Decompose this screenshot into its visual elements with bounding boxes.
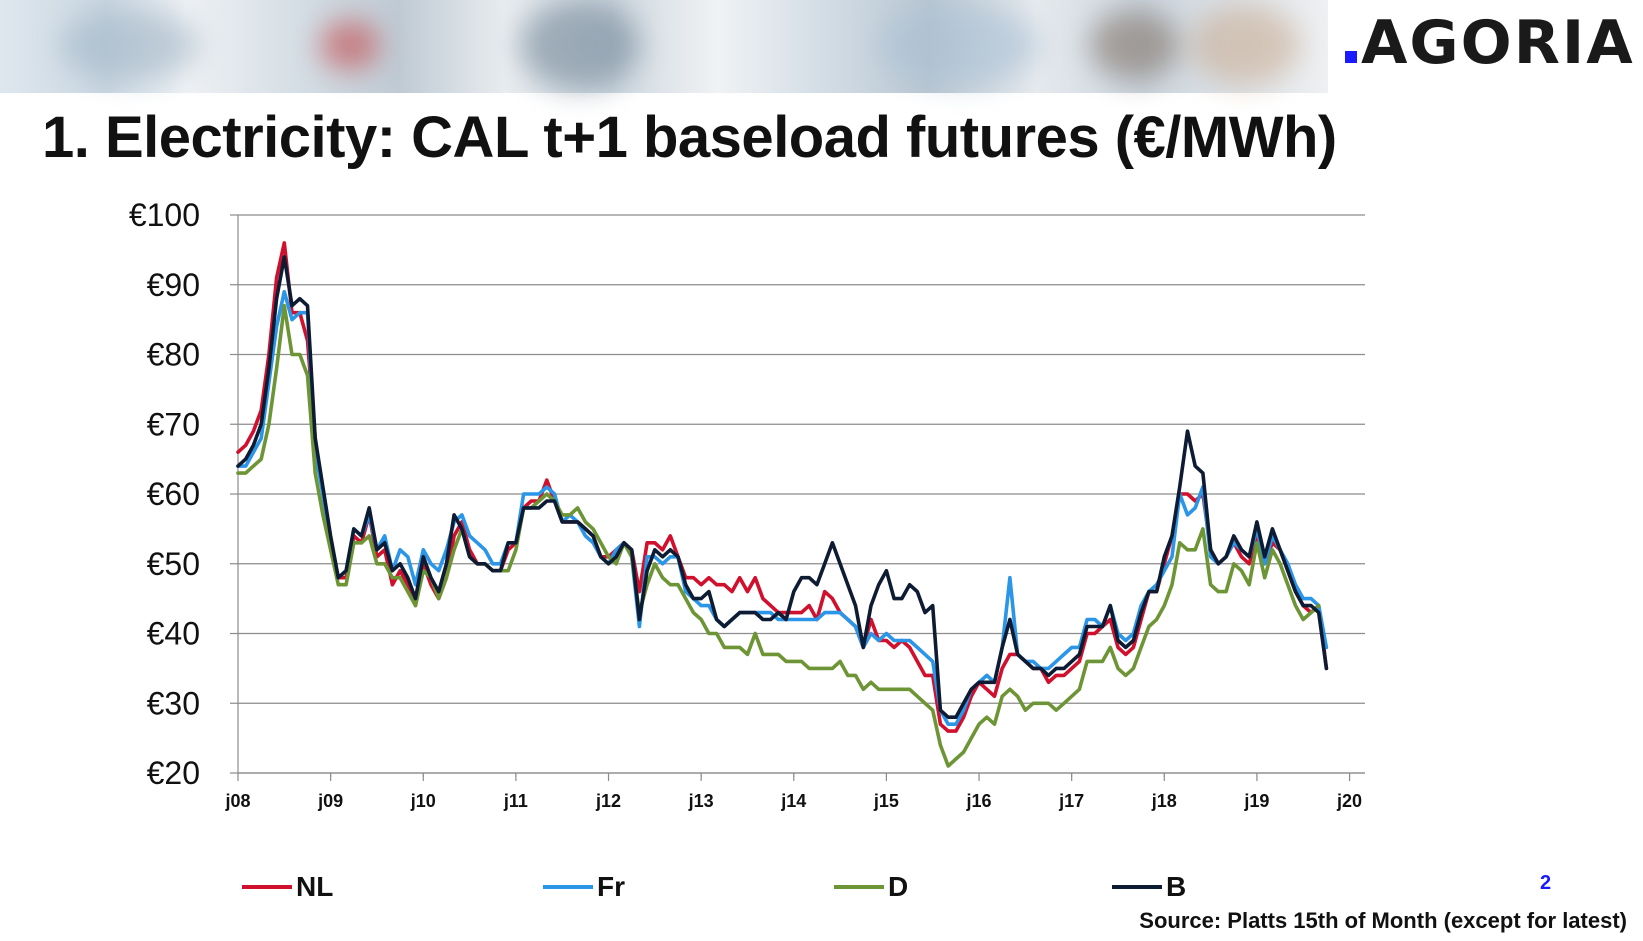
legend-swatch — [1112, 885, 1162, 889]
y-tick-label: €70 — [147, 406, 200, 442]
x-tick-label: j20 — [1336, 791, 1362, 811]
series-line-d — [236, 303, 1321, 768]
x-tick-label: j15 — [873, 791, 899, 811]
x-tick-label: j11 — [503, 791, 528, 811]
legend-swatch — [543, 885, 593, 889]
logo-dot-icon — [1345, 51, 1357, 63]
banner-blur-shape — [60, 10, 200, 80]
banner-blur-shape — [320, 20, 380, 70]
legend-label: Fr — [597, 871, 625, 902]
x-tick-label: j16 — [966, 791, 992, 811]
banner-blur-shape — [520, 0, 640, 90]
agoria-logo: AGORIA — [1345, 8, 1635, 78]
x-tick-label: j12 — [595, 791, 621, 811]
legend-swatch — [242, 885, 292, 889]
y-tick-label: €80 — [147, 337, 200, 373]
line-chart: €20 €30 €40 €50 €60 €70 €80 €90 €100 j08 j09 j10 j11… — [129, 197, 1365, 811]
x-tick-label: j14 — [780, 791, 806, 811]
x-tick-label: j09 — [317, 791, 343, 811]
logo-text: AGORIA — [1361, 8, 1635, 78]
source-note: Source: Platts 15th of Month (except for… — [1139, 908, 1627, 933]
series-line-b — [236, 255, 1329, 719]
x-tick-label: j10 — [410, 791, 436, 811]
banner-blur-shape — [1190, 5, 1300, 85]
y-tick-label: €30 — [147, 685, 200, 721]
y-tick-label: €50 — [147, 546, 200, 582]
legend-label: NL — [296, 871, 334, 902]
y-tick-label: €100 — [129, 197, 200, 233]
x-tick-label: j08 — [224, 791, 250, 811]
x-tick-label: j18 — [1151, 791, 1177, 811]
banner-blur-shape — [880, 5, 1040, 85]
y-tick-label: €90 — [147, 267, 200, 303]
x-tick-label: j17 — [1058, 791, 1084, 811]
legend-swatch — [834, 885, 884, 889]
page-number: 2 — [1540, 872, 1552, 894]
y-tick-label: €60 — [147, 476, 200, 512]
slide-title: 1. Electricity: CAL t+1 baseload futures… — [42, 105, 1337, 170]
y-tick-label: €20 — [147, 755, 200, 791]
legend-label: B — [1166, 871, 1187, 902]
x-tick-label: j19 — [1243, 791, 1269, 811]
legend-label: D — [888, 871, 909, 902]
x-tick-label: j13 — [688, 791, 714, 811]
header-banner-image — [0, 0, 1328, 93]
banner-blur-shape — [1090, 10, 1180, 80]
y-tick-label: €40 — [147, 616, 200, 652]
